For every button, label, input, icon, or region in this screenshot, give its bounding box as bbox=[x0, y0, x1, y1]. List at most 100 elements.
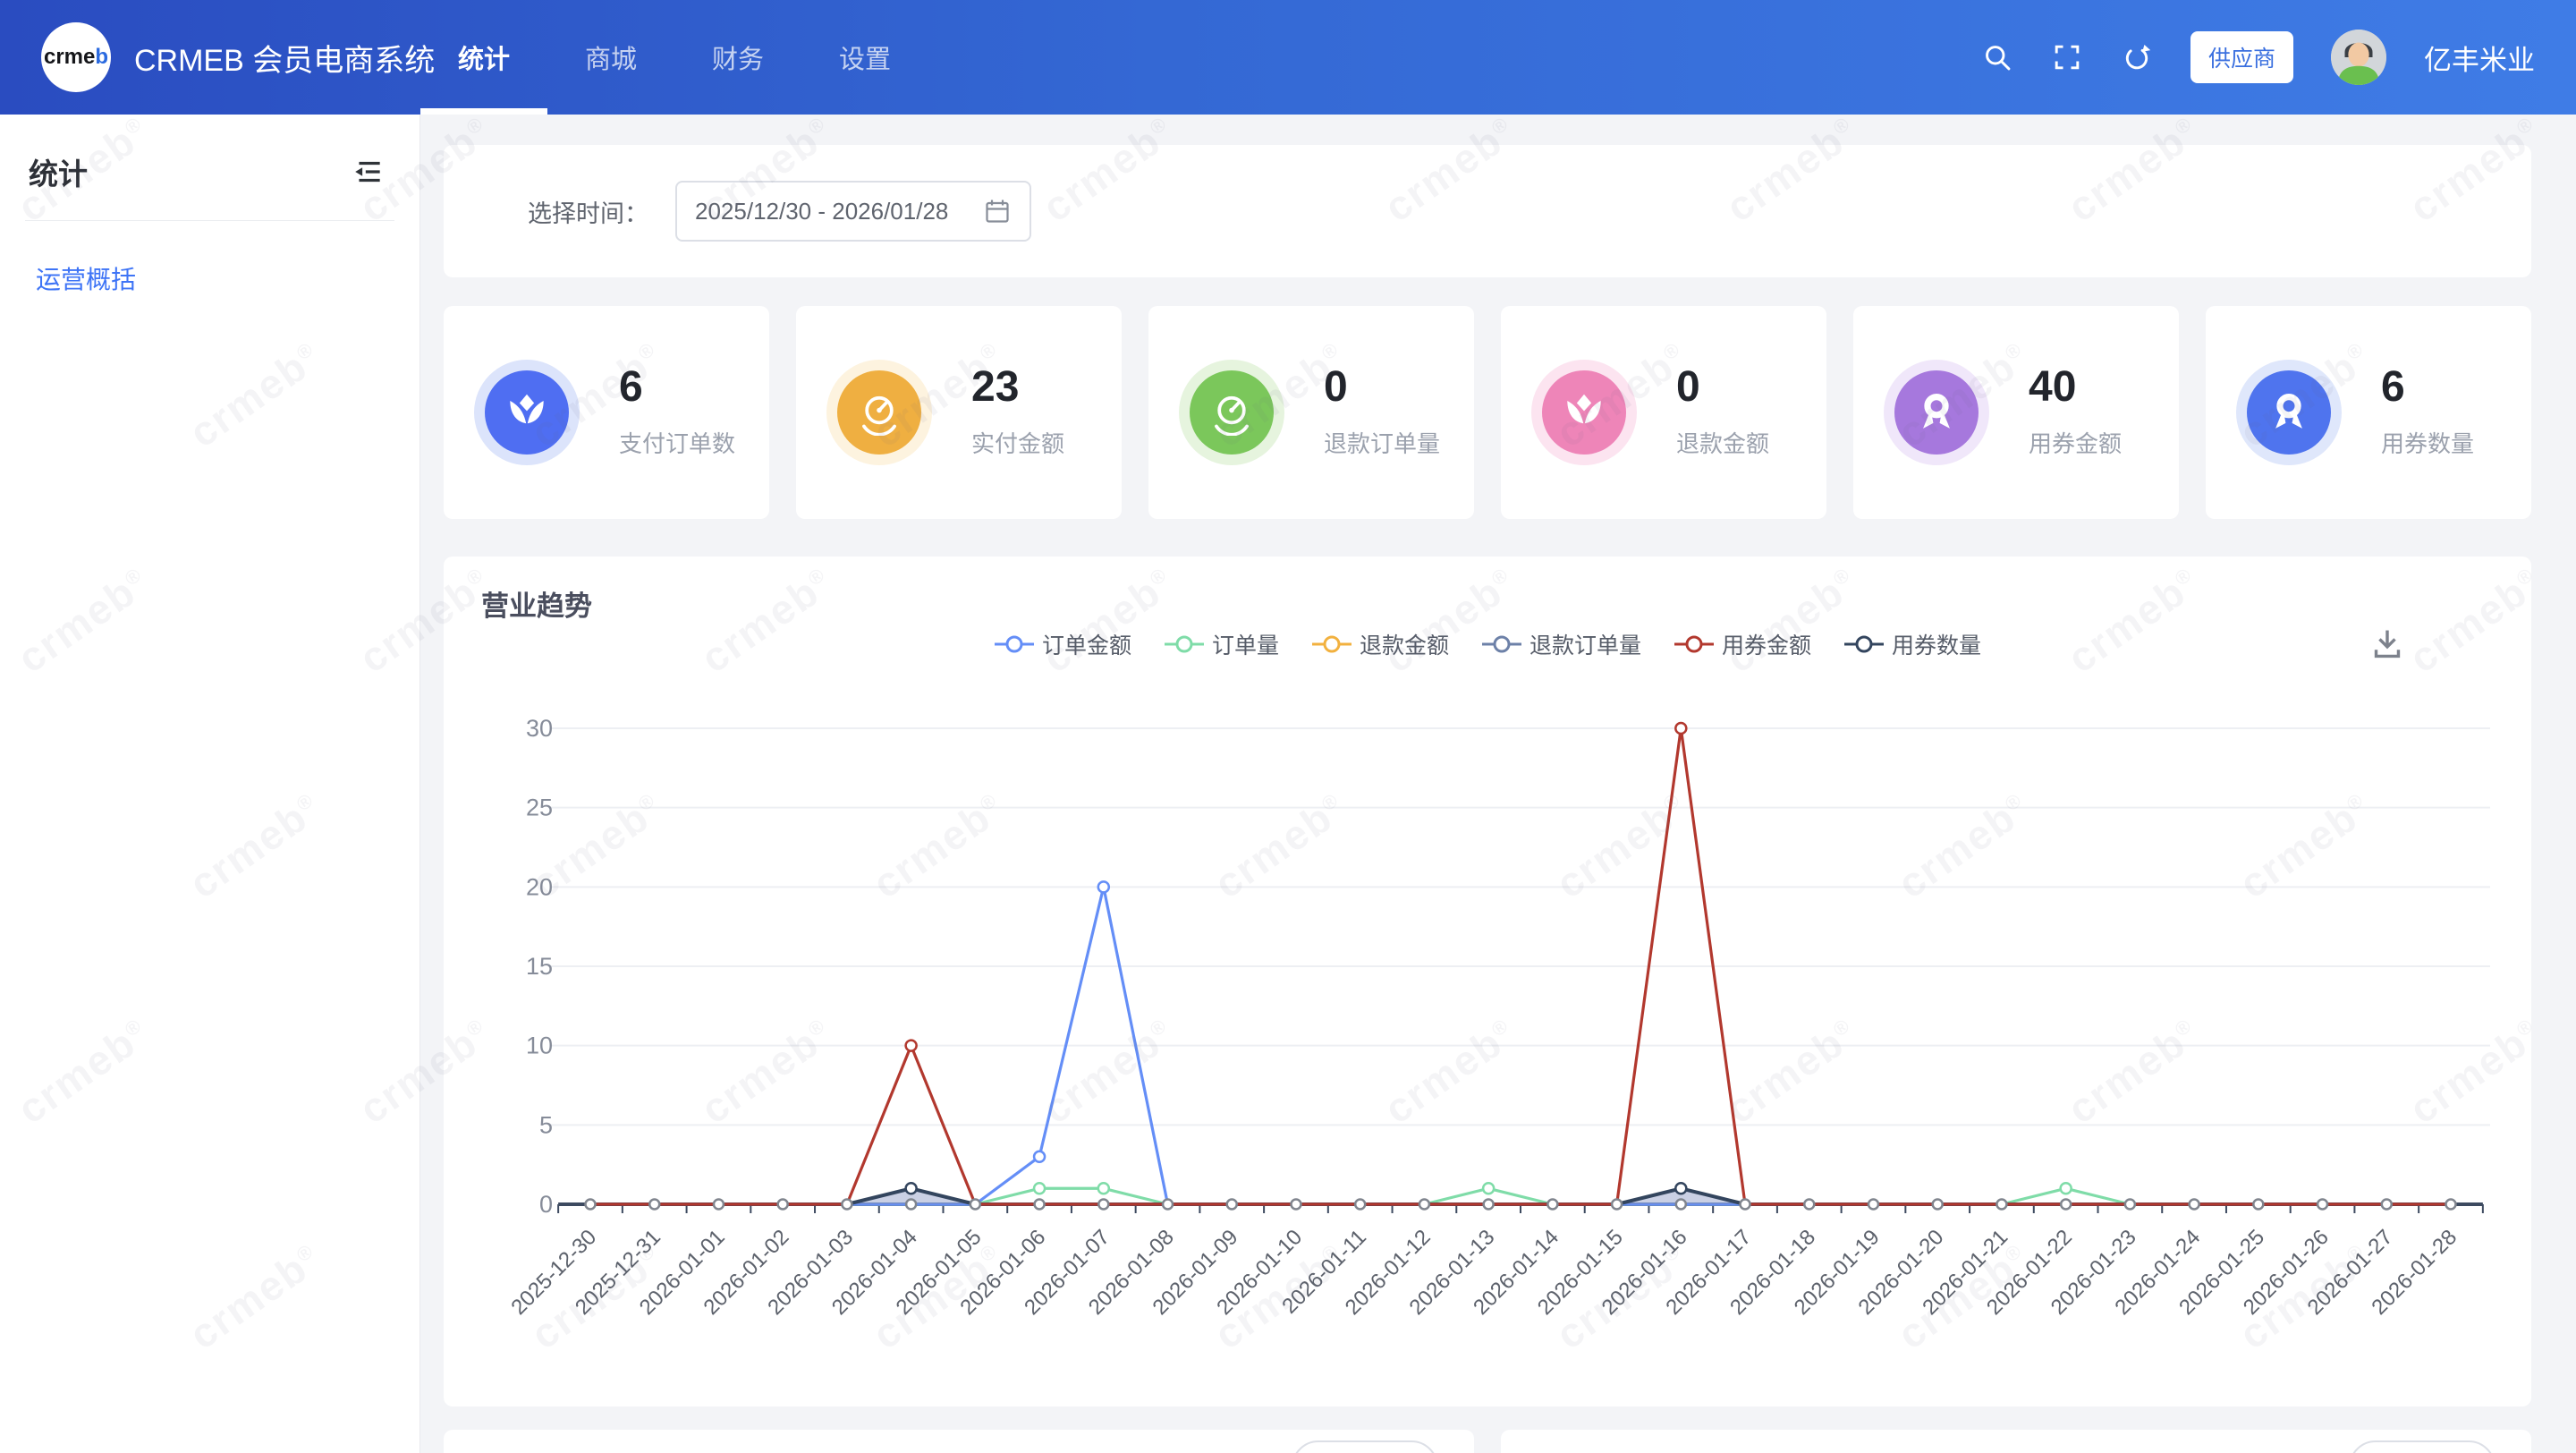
chart-legend: 订单金额 订单量 退款金额 退款订单量 用券金额 用券数量 bbox=[444, 628, 2531, 660]
data-point-订单量[interactable] bbox=[1481, 1182, 1496, 1195]
order-source-analysis-card: 订单来源分析 切换样式 bbox=[444, 1430, 1474, 1453]
data-point[interactable] bbox=[1482, 1198, 1495, 1211]
data-point-用券金额[interactable] bbox=[1674, 721, 1688, 735]
legend-item-4[interactable]: 用券金额 bbox=[1674, 628, 1811, 660]
time-filter-label: 选择时间： bbox=[528, 200, 648, 227]
header-actions: 供应商 亿丰米业 bbox=[1981, 0, 2535, 115]
legend-marker bbox=[1482, 635, 1521, 653]
data-point[interactable] bbox=[904, 1198, 918, 1211]
fullscreen-icon[interactable] bbox=[2051, 41, 2083, 73]
data-point[interactable] bbox=[1610, 1198, 1623, 1211]
y-tick-label: 30 bbox=[526, 715, 553, 742]
nav-tab-0[interactable]: 统计 bbox=[420, 0, 548, 115]
stat-icon-halo bbox=[1179, 360, 1284, 465]
sidebar-divider bbox=[25, 220, 394, 221]
y-tick-label: 0 bbox=[539, 1191, 553, 1218]
order-source-title: 订单来源分析 bbox=[479, 1448, 646, 1453]
stat-value: 0 bbox=[1324, 363, 1348, 412]
data-point-订单量[interactable] bbox=[1032, 1182, 1046, 1195]
data-point-用券数量[interactable] bbox=[904, 1182, 918, 1195]
refresh-icon[interactable] bbox=[2121, 41, 2153, 73]
data-point[interactable] bbox=[1097, 1198, 1110, 1211]
stat-value: 40 bbox=[2029, 363, 2077, 412]
y-tick-label: 5 bbox=[539, 1111, 553, 1138]
legend-label: 用券数量 bbox=[1892, 633, 1982, 659]
stat-card-0: 6 支付订单数 bbox=[444, 306, 769, 519]
supplier-badge[interactable]: 供应商 bbox=[2190, 31, 2293, 83]
username[interactable]: 亿丰米业 bbox=[2424, 44, 2535, 76]
data-point[interactable] bbox=[2188, 1198, 2200, 1211]
data-point[interactable] bbox=[776, 1198, 789, 1211]
data-point[interactable] bbox=[1033, 1198, 1046, 1211]
legend-marker bbox=[1844, 635, 1885, 653]
data-point[interactable] bbox=[2252, 1198, 2265, 1211]
data-point[interactable] bbox=[2059, 1198, 2072, 1211]
data-point[interactable] bbox=[712, 1198, 725, 1211]
data-point[interactable] bbox=[2316, 1198, 2329, 1211]
data-point[interactable] bbox=[1418, 1198, 1431, 1211]
y-tick-label: 15 bbox=[526, 953, 553, 980]
data-point[interactable] bbox=[969, 1198, 982, 1211]
data-point-用券金额[interactable] bbox=[904, 1039, 918, 1052]
menu-fold-icon[interactable] bbox=[352, 155, 386, 189]
legend-item-3[interactable]: 退款订单量 bbox=[1481, 628, 1641, 660]
data-point[interactable] bbox=[648, 1198, 661, 1211]
award-icon bbox=[1894, 370, 1979, 455]
nav-tab-2[interactable]: 财务 bbox=[712, 46, 765, 74]
legend-item-0[interactable]: 订单金额 bbox=[994, 628, 1131, 660]
date-range-value: 2025/12/30 - 2026/01/28 bbox=[695, 197, 949, 225]
stat-card-3: 0 退款金额 bbox=[1501, 306, 1826, 519]
time-filter-card: 选择时间： 2025/12/30 - 2026/01/28 bbox=[444, 145, 2531, 277]
sidebar: 统计 运营概括 bbox=[0, 115, 420, 1453]
legend-item-5[interactable]: 用券数量 bbox=[1843, 628, 1981, 660]
legend-label: 退款订单量 bbox=[1530, 633, 1642, 659]
gauge-icon bbox=[1190, 370, 1274, 455]
data-point-用券数量[interactable] bbox=[1674, 1182, 1688, 1195]
stat-label: 退款金额 bbox=[1676, 430, 1770, 458]
data-point[interactable] bbox=[1161, 1198, 1174, 1211]
data-point[interactable] bbox=[1290, 1198, 1302, 1211]
watermark: crmeb® bbox=[2572, 1244, 2576, 1358]
toggle-style-button[interactable]: 切换样式 bbox=[2348, 1440, 2496, 1453]
data-point[interactable] bbox=[2445, 1198, 2457, 1211]
data-point-订单金额[interactable] bbox=[1032, 1150, 1046, 1164]
series-line-用券金额 bbox=[590, 726, 2451, 1206]
data-point[interactable] bbox=[1931, 1198, 1944, 1211]
stat-icon-halo bbox=[2236, 360, 2342, 465]
data-point[interactable] bbox=[2123, 1198, 2137, 1211]
stat-card-5: 6 用券数量 bbox=[2206, 306, 2531, 519]
download-icon[interactable] bbox=[2368, 625, 2406, 662]
data-point[interactable] bbox=[1674, 1198, 1688, 1211]
gauge-icon bbox=[837, 370, 921, 455]
data-point[interactable] bbox=[584, 1198, 597, 1211]
data-point[interactable] bbox=[1739, 1198, 1751, 1211]
legend-marker bbox=[1311, 635, 1352, 653]
data-point[interactable] bbox=[1803, 1198, 1816, 1211]
data-point-订单量[interactable] bbox=[1097, 1182, 1111, 1195]
legend-item-1[interactable]: 订单量 bbox=[1164, 628, 1279, 660]
data-point[interactable] bbox=[1867, 1198, 1880, 1211]
data-point[interactable] bbox=[1996, 1198, 2008, 1211]
business-trend-card: 营业趋势 订单金额 订单量 退款金额 退款订单量 用券金额 用券数量 0 5 10 15 20 25… bbox=[444, 557, 2531, 1406]
search-icon[interactable] bbox=[1981, 41, 2013, 73]
data-point[interactable] bbox=[2380, 1198, 2394, 1211]
stat-label: 退款订单量 bbox=[1324, 430, 1441, 458]
avatar[interactable] bbox=[2331, 30, 2386, 85]
trend-line-chart: 0510152025302025-12-302025-12-312026-01-… bbox=[506, 715, 2490, 1320]
nav-tab-3[interactable]: 设置 bbox=[839, 46, 892, 74]
legend-item-2[interactable]: 退款金额 bbox=[1311, 628, 1449, 660]
toggle-style-button[interactable]: 切换样式 bbox=[1291, 1440, 1438, 1453]
data-point-订单量[interactable] bbox=[2059, 1182, 2072, 1195]
stat-value: 6 bbox=[2381, 363, 2405, 412]
data-point-订单金额[interactable] bbox=[1097, 880, 1111, 894]
legend-label: 用券金额 bbox=[1722, 633, 1812, 659]
legend-marker bbox=[994, 635, 1034, 653]
data-point[interactable] bbox=[841, 1198, 853, 1211]
stat-label: 支付订单数 bbox=[619, 430, 736, 458]
data-point[interactable] bbox=[1225, 1198, 1238, 1211]
sidebar-item-operations-overview[interactable]: 运营概括 bbox=[36, 266, 137, 293]
data-point[interactable] bbox=[1546, 1198, 1559, 1211]
date-range-input[interactable]: 2025/12/30 - 2026/01/28 bbox=[675, 181, 1031, 242]
nav-tab-1[interactable]: 商城 bbox=[585, 46, 638, 74]
data-point[interactable] bbox=[1353, 1198, 1367, 1211]
